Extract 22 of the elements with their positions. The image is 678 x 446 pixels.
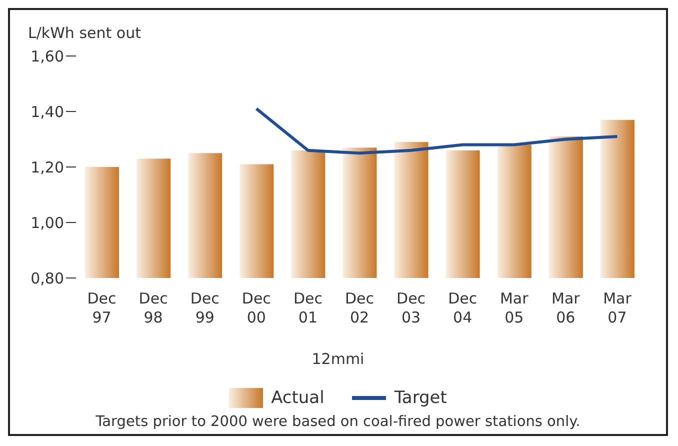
y-tick-label: 0,80 — [30, 269, 64, 288]
x-tick-label: Dec 00 — [242, 290, 271, 326]
x-tick-label: Dec 98 — [138, 290, 168, 326]
x-tick-label: Dec 02 — [344, 290, 374, 326]
legend-label: Target — [394, 388, 447, 408]
x-axis-title: 12mmi — [310, 350, 366, 368]
x-tick-label: Mar 06 — [552, 290, 581, 326]
legend-label: Actual — [271, 388, 324, 408]
x-tick-label: Mar 05 — [500, 290, 530, 326]
line-series — [254, 107, 619, 155]
x-tick-label: Dec 04 — [448, 290, 478, 326]
x-tick-label: Dec 99 — [190, 290, 220, 326]
y-axis-title: L/kWh sent out — [28, 24, 141, 42]
x-tick-label: Mar 07 — [603, 290, 632, 326]
y-tick-label: 1,40 — [30, 102, 64, 121]
y-tick-label: 1,00 — [30, 214, 64, 232]
text: Targets prior to 2000 were based on coal-fired power stations only. — [94, 414, 582, 430]
x-tick-label: Dec 03 — [396, 290, 426, 326]
y-tick-label: 1,20 — [30, 158, 64, 176]
y-tick-label: 1,60 — [30, 47, 64, 66]
x-tick-label: Dec 01 — [293, 290, 322, 326]
x-tick-label: Dec 97 — [87, 290, 116, 326]
